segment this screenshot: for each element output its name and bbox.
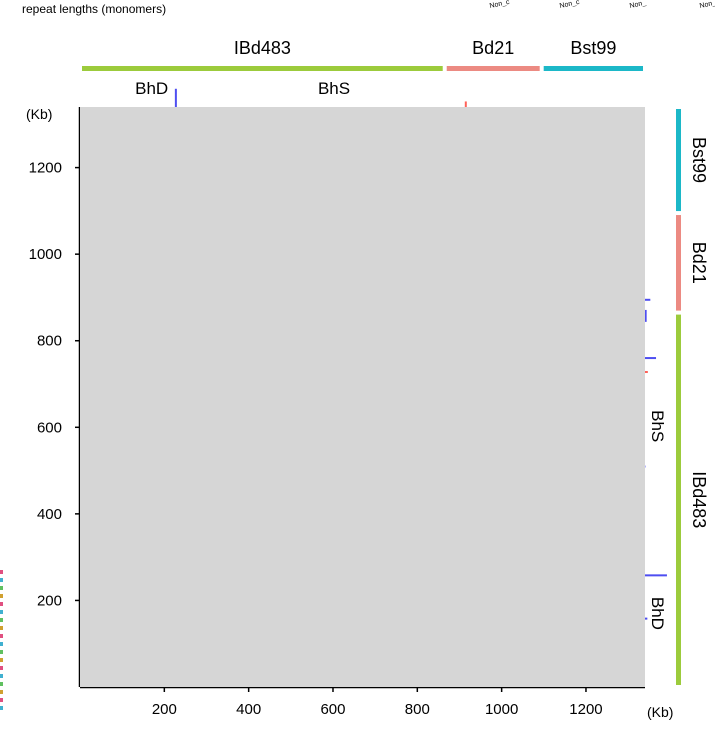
top-bar-bd21 <box>446 66 540 71</box>
edge-mark <box>0 594 3 598</box>
y-tick-label: 800 <box>37 333 62 350</box>
top-bar-bst99 <box>543 66 643 71</box>
y-tick-label: 1200 <box>29 160 62 177</box>
plot-bg-fill <box>80 107 645 687</box>
y-tick-label: 400 <box>37 506 62 523</box>
x-tick-label: 200 <box>152 701 177 718</box>
edge-mark <box>0 674 3 678</box>
edge-mark <box>0 642 3 646</box>
x-tick-label: 1000 <box>485 701 518 718</box>
y-tick-label: 600 <box>37 419 62 436</box>
top-subgenome-labels: BhD BhS <box>135 79 350 98</box>
edge-mark <box>0 698 3 702</box>
top-bar-ibd483 <box>82 66 443 71</box>
edge-mark <box>0 610 3 614</box>
y-tick-label: 200 <box>37 592 62 609</box>
top-header: repeat lengths (monomers) Non_c Non_c Non_… <box>22 0 715 16</box>
top-label-bst99: Bst99 <box>570 38 616 58</box>
top-label-bd21: Bd21 <box>472 38 514 58</box>
edge-mark <box>0 626 3 630</box>
left-edge-marks <box>0 570 3 710</box>
dot-streak <box>644 309 647 322</box>
legend-fragment: Non_ <box>699 0 715 10</box>
right-chromosome-bars: IBd483 Bd21 Bst99 <box>676 109 709 685</box>
top-chromosome-bars: IBd483 Bd21 Bst99 <box>82 38 643 71</box>
repeat-lengths-note: repeat lengths (monomers) <box>22 2 166 16</box>
right-bar-bst99 <box>676 109 681 212</box>
right-bar-bd21 <box>676 215 681 311</box>
right-subgenome-labels: BhD BhS <box>648 410 667 630</box>
edge-mark <box>0 578 3 582</box>
right-label-ibd483: IBd483 <box>689 471 709 528</box>
y-axis-unit: (Kb) <box>26 106 52 122</box>
edge-mark <box>0 650 3 654</box>
x-tick-labels: 200 400 600 800 1000 1200 <box>152 687 603 718</box>
edge-mark <box>0 618 3 622</box>
edge-mark <box>0 586 3 590</box>
top-sub-bhs: BhS <box>318 79 350 98</box>
right-sub-bhs: BhS <box>648 410 667 442</box>
edge-mark <box>0 634 3 638</box>
right-label-bst99: Bst99 <box>689 137 709 183</box>
edge-mark <box>0 690 3 694</box>
dot-streak <box>174 88 177 112</box>
edge-mark <box>0 682 3 686</box>
edge-mark <box>0 658 3 662</box>
edge-mark <box>0 570 3 574</box>
top-label-ibd483: IBd483 <box>234 38 291 58</box>
x-tick-label: 400 <box>236 701 261 718</box>
x-tick-label: 600 <box>320 701 345 718</box>
legend-fragment: Non_c <box>489 0 511 10</box>
plot-area <box>78 88 667 689</box>
right-bar-ibd483 <box>676 314 681 685</box>
y-tick-label: 1000 <box>29 246 62 263</box>
top-legend-fragments: Non_c Non_c Non_ Non_ <box>489 0 715 10</box>
edge-mark <box>0 666 3 670</box>
x-tick-label: 800 <box>405 701 430 718</box>
edge-mark <box>0 602 3 606</box>
right-label-bd21: Bd21 <box>689 242 709 284</box>
dot-streak <box>644 574 667 577</box>
y-tick-labels: 200 400 600 800 1000 1200 <box>29 160 80 609</box>
x-tick-label: 1200 <box>569 701 602 718</box>
legend-fragment: Non_ <box>629 0 647 10</box>
x-axis-unit: (Kb) <box>647 704 673 720</box>
top-sub-bhd: BhD <box>135 79 168 98</box>
right-sub-bhd: BhD <box>648 597 667 630</box>
edge-mark <box>0 706 3 710</box>
dot-streak <box>643 371 648 374</box>
legend-fragment: Non_c <box>559 0 581 10</box>
